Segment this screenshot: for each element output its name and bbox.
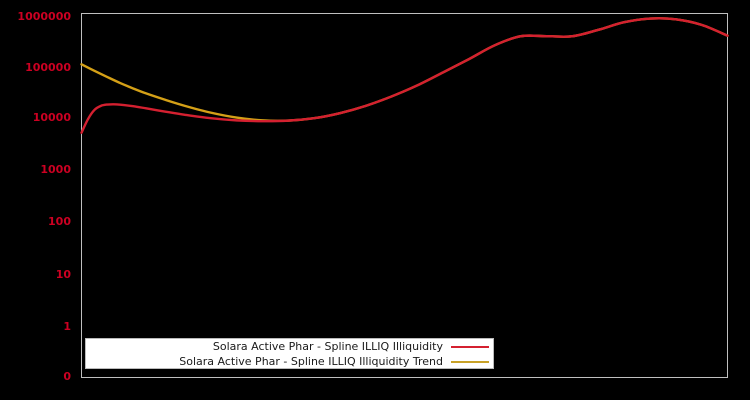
- ytick-label-100: 100: [48, 215, 71, 228]
- legend-swatch-illiquidity: [451, 345, 489, 348]
- ytick-label-10: 10: [56, 268, 72, 281]
- data-series-layer: [80, 17, 729, 134]
- legend-swatch-illiquidity-trend: [451, 360, 489, 363]
- legend-entry-illiquidity-trend[interactable]: Solara Active Phar - Spline ILLIQ Illiqu…: [86, 354, 493, 369]
- plot-area-frame: [81, 13, 728, 378]
- y-axis-tick-labels: 1000000 100000 10000 1000 100 10 1 0: [17, 10, 71, 383]
- ytick-label-1000000: 1000000: [17, 10, 71, 23]
- ytick-label-0: 0: [63, 370, 71, 383]
- series-line-illiquidity: [80, 17, 729, 134]
- ytick-label-1: 1: [63, 320, 71, 333]
- ytick-label-100000: 100000: [25, 61, 71, 74]
- legend-label-illiquidity: Solara Active Phar - Spline ILLIQ Illiqu…: [212, 340, 443, 353]
- legend-entry-illiquidity[interactable]: Solara Active Phar - Spline ILLIQ Illiqu…: [86, 339, 493, 354]
- ytick-label-10000: 10000: [33, 111, 72, 124]
- chart-legend: Solara Active Phar - Spline ILLIQ Illiqu…: [85, 338, 494, 369]
- ytick-label-1000: 1000: [40, 163, 71, 176]
- legend-label-illiquidity-trend: Solara Active Phar - Spline ILLIQ Illiqu…: [179, 355, 443, 368]
